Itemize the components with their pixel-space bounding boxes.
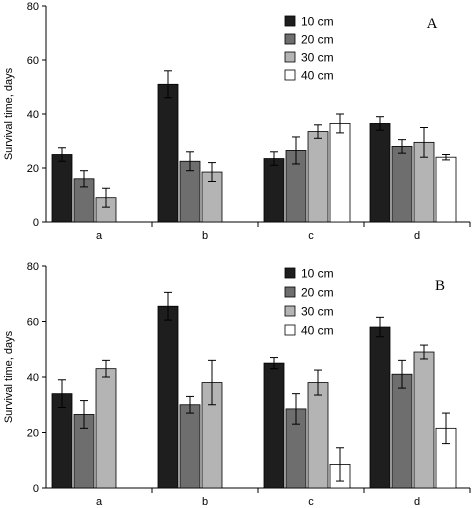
bar [391,145,413,223]
y-axis-label: Survival time, days [3,67,15,160]
bar [179,404,201,489]
x-tick-label: b [202,496,208,508]
legend-label: 20 cm [301,286,334,300]
y-axis-label: Survival time, days [3,330,15,423]
legend-label: 30 cm [301,305,334,319]
bar [95,368,117,489]
legend-swatch [284,33,296,45]
legend-swatch [284,267,296,279]
bar [307,382,329,489]
y-tick-label: 60 [27,55,39,67]
legend-swatch [284,305,296,317]
x-tick-label: d [414,230,420,242]
bar [369,123,391,223]
y-tick-label: 60 [27,317,39,329]
x-tick-label: a [96,496,103,508]
x-tick-label: c [308,230,314,242]
legend: 10 cm 20 cm 30 cm 40 cm [284,15,334,83]
legend-label: 20 cm [301,33,334,47]
y-tick-label: 0 [33,217,39,229]
legend-label: 30 cm [301,51,334,65]
bar [369,326,391,489]
legend-label: 10 cm [301,267,334,281]
y-tick-label: 80 [27,1,39,13]
legend-swatch [284,324,296,336]
y-tick-label: 80 [27,261,39,273]
bar [263,362,285,489]
legend-label: 40 cm [301,324,334,338]
y-tick-label: 20 [27,163,39,175]
x-tick-label: d [414,496,420,508]
chart-panel-a: 0 20 40 60 80 Survival time, days a b c d 10 cm 20 … [3,1,471,242]
x-tick-label: c [308,496,314,508]
legend-swatch [284,51,296,63]
legend-swatch [284,286,296,298]
y-tick-label: 0 [33,483,39,495]
legend-swatch [284,15,296,27]
bar [307,131,329,223]
bar [51,154,73,223]
bar [435,156,457,223]
panel-label: A [427,16,438,32]
x-tick-label: b [202,230,208,242]
bar [263,158,285,223]
bar [413,351,435,489]
bar [157,83,179,223]
legend-swatch [284,69,296,81]
legend-label: 40 cm [301,69,334,83]
bar [391,373,413,489]
panel-label: B [435,278,445,294]
legend: 10 cm 20 cm 30 cm 40 cm [284,267,334,338]
y-tick-label: 40 [27,372,39,384]
y-tick-label: 20 [27,428,39,440]
bar [157,305,179,489]
x-tick-label: a [96,230,103,242]
chart-panel-b: 0 20 40 60 80 Survival time, days a b c d 10 cm 20 … [3,261,471,508]
bar [329,123,351,223]
legend-label: 10 cm [301,15,334,29]
y-tick-label: 40 [27,109,39,121]
